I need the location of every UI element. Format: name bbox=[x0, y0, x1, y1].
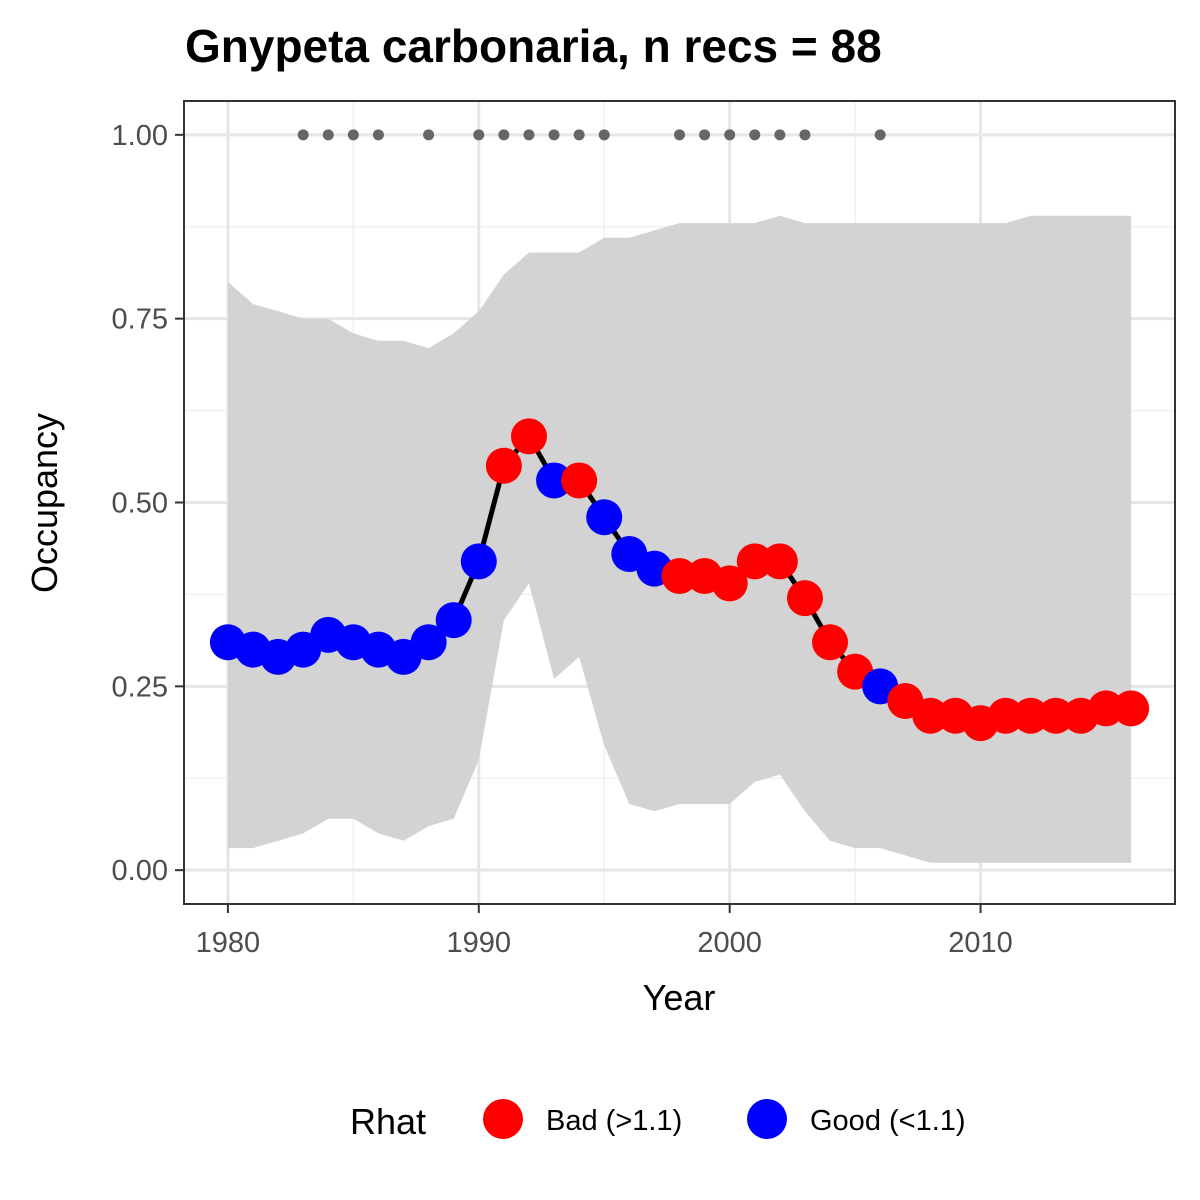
point-bad bbox=[485, 447, 522, 484]
y-axis-title: Occupancy bbox=[24, 413, 65, 593]
x-tick-label: 1990 bbox=[447, 927, 512, 959]
point-bad bbox=[812, 624, 849, 661]
record-dot bbox=[749, 129, 761, 141]
y-axis: 0.00 0.25 0.50 0.75 1.00 bbox=[112, 120, 184, 887]
y-tick-label: 0.50 bbox=[112, 488, 168, 520]
record-dot bbox=[699, 129, 711, 141]
point-good bbox=[586, 499, 623, 536]
point-bad bbox=[510, 418, 547, 455]
point-good bbox=[460, 543, 497, 580]
record-dot bbox=[347, 129, 359, 141]
legend-key-bad bbox=[483, 1099, 523, 1139]
point-bad bbox=[786, 580, 823, 617]
point-bad bbox=[987, 697, 1024, 734]
record-dot bbox=[322, 129, 334, 141]
point-bad bbox=[711, 565, 748, 602]
point-bad bbox=[1012, 697, 1049, 734]
point-bad bbox=[761, 543, 798, 580]
point-good bbox=[410, 624, 447, 661]
record-dot bbox=[548, 129, 560, 141]
legend: Rhat Bad (>1.1) Good (<1.1) bbox=[350, 1099, 966, 1142]
point-bad bbox=[1113, 690, 1150, 727]
record-dot bbox=[473, 129, 485, 141]
legend-title: Rhat bbox=[350, 1101, 426, 1142]
x-tick-label: 1980 bbox=[196, 927, 261, 959]
point-bad bbox=[561, 462, 598, 499]
record-dot bbox=[573, 129, 585, 141]
y-tick-label: 0.00 bbox=[112, 855, 168, 887]
point-bad bbox=[736, 543, 773, 580]
x-tick-label: 2010 bbox=[948, 927, 1013, 959]
y-tick-label: 0.75 bbox=[112, 304, 168, 336]
point-bad bbox=[1037, 697, 1074, 734]
record-dot bbox=[498, 129, 510, 141]
record-dot bbox=[774, 129, 786, 141]
point-good bbox=[435, 602, 472, 639]
y-tick-label: 0.25 bbox=[112, 671, 168, 703]
occupancy-points bbox=[209, 418, 1150, 742]
legend-key-good bbox=[747, 1099, 787, 1139]
record-dot bbox=[423, 129, 435, 141]
record-dot bbox=[297, 129, 309, 141]
record-dot bbox=[372, 129, 384, 141]
point-bad bbox=[912, 697, 949, 734]
record-dot bbox=[874, 129, 886, 141]
record-dot bbox=[674, 129, 685, 141]
credible-interval-ribbon bbox=[227, 215, 1132, 863]
x-axis: 1980 1990 2000 2010 bbox=[196, 904, 1013, 959]
y-tick-label: 1.00 bbox=[112, 120, 168, 152]
point-bad bbox=[1088, 690, 1125, 727]
record-dot bbox=[799, 129, 811, 141]
record-dot bbox=[523, 129, 535, 141]
legend-label-good: Good (<1.1) bbox=[810, 1105, 966, 1137]
x-axis-title: Year bbox=[643, 977, 716, 1018]
x-tick-label: 2000 bbox=[697, 927, 762, 959]
point-bad bbox=[661, 558, 698, 595]
chart-title: Gnypeta carbonaria, n recs = 88 bbox=[185, 20, 882, 72]
record-dot bbox=[724, 129, 736, 141]
point-good bbox=[536, 462, 573, 499]
record-dots bbox=[297, 129, 886, 141]
record-dot bbox=[598, 129, 610, 141]
legend-label-bad: Bad (>1.1) bbox=[546, 1105, 682, 1137]
